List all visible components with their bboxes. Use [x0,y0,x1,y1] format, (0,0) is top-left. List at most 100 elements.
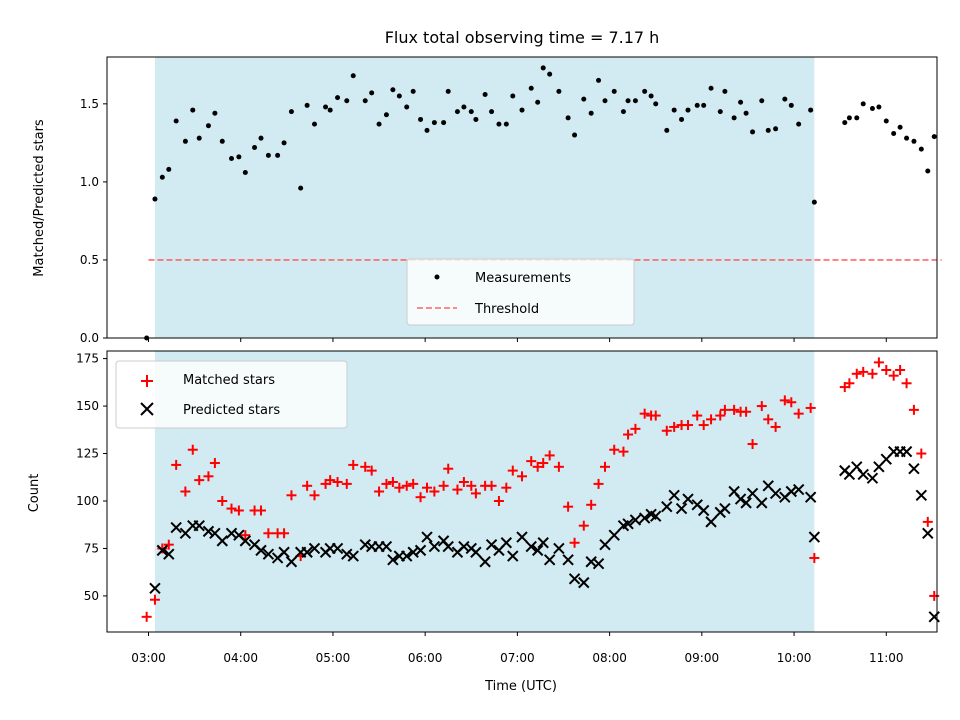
predicted-star-point [341,548,353,560]
matched-star-point [683,420,693,431]
predicted-star-point [682,493,694,505]
measurement-point [503,121,509,127]
count-y-axis: 50 75 100 125 150 175 [76,352,107,603]
matched-star-point [630,423,641,434]
matched-star-point [360,461,371,472]
measurement-point [842,120,848,126]
time-x-axis-label: Time (UTC) [484,679,557,694]
matched-star-point [493,495,504,506]
matched-star-point [217,495,228,506]
count-y-tick-label: 50 [84,589,99,603]
predicted-star-point [500,537,513,549]
predicted-star-point [756,497,768,509]
measurement-point [911,138,917,144]
measurement-point [252,145,258,151]
measurement-point [376,121,382,127]
matched-star-point [526,456,537,467]
measurement-point [611,88,617,94]
predicted-star-point [531,544,544,557]
count-y-tick-label: 125 [76,447,99,461]
measurement-point [750,129,756,135]
matched-star-point [209,458,220,469]
matched-star-point [141,611,152,622]
measurement-point [765,127,771,133]
matched-star-point [466,480,477,491]
measurement-point [572,132,578,138]
matched-star-point [888,370,899,381]
matched-star-point [381,478,392,489]
ratio-y-axis-label: Matched/Predicted stars [32,119,47,277]
legend-matched-marker [141,375,153,387]
matched-star-point [639,408,650,419]
matched-star-point [401,480,412,491]
time-x-axis: 03:00 04:00 05:00 06:00 07:00 08:00 09:00 10:00… [131,632,904,665]
matched-star-point [507,465,518,476]
measurement-point [519,107,525,113]
matched-star-point [916,448,927,459]
matched-stars-points [141,357,940,622]
predicted-star-point [599,538,611,551]
matched-star-point [786,397,797,408]
measurement-point [196,135,202,141]
measurement-point [731,115,737,121]
predicted-star-point [414,544,427,557]
matched-star-point [692,410,703,421]
measurement-point [808,107,814,113]
predicted-star-point [193,519,205,532]
matched-star-point [729,404,740,415]
measurement-point [722,88,728,94]
matched-star-point [187,444,198,455]
measurement-point [242,170,248,176]
predicted-star-point [421,531,433,543]
predicted-star-point [553,542,565,555]
predicted-star-point [915,489,928,502]
predicted-star-point [347,550,359,562]
chart-title: Flux total observing time = 7.17 h [385,28,660,47]
ratio-x-ticks [148,338,887,342]
matched-star-point [366,465,377,476]
measurement-point [159,174,165,180]
matched-star-point [809,552,820,563]
matched-star-point [706,414,717,425]
matched-star-point [538,458,549,469]
predicted-star-point [170,521,182,534]
matched-star-point [263,528,274,539]
measurement-point [236,154,242,160]
matched-star-point [741,406,752,417]
predicted-star-point [562,554,574,566]
predicted-star-point [216,535,228,547]
measurement-point [860,101,866,107]
predicted-star-point [255,544,267,557]
matched-star-point [623,429,634,440]
matched-star-point [563,501,574,512]
matched-star-point [844,378,855,389]
matched-star-point [544,450,555,461]
predicted-star-point [804,491,817,503]
time-x-tick-label: 10:00 [777,651,812,665]
measurement-point [445,88,451,94]
matched-star-point [618,446,629,457]
matched-star-point [609,444,620,455]
measurement-point [876,104,882,110]
matched-star-point [698,420,709,431]
matched-star-point [438,480,449,491]
measurement-point [664,127,670,133]
predicted-star-point [470,546,482,558]
predicted-star-point [650,510,662,522]
measurement-point [596,77,602,83]
predicted-star-point [239,535,252,547]
measurement-point [796,121,802,127]
matched-star-point [279,528,290,539]
measurement-point [625,98,631,104]
measurement-point [883,118,889,124]
matched-star-point [779,395,790,406]
matched-star-point [325,475,336,486]
predicted-star-point [428,540,441,553]
measurement-point [205,123,211,129]
measurement-point [298,185,304,191]
matched-star-point [458,477,469,488]
predicted-star-point [262,548,275,560]
ratio-legend: Measurements Threshold [406,258,635,326]
measurement-point [275,152,281,158]
matched-star-point [922,516,933,527]
